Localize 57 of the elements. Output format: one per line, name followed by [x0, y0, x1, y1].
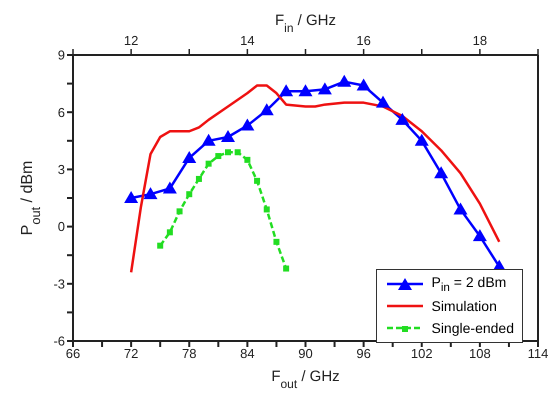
point — [472, 229, 487, 242]
point — [273, 238, 280, 245]
point — [395, 112, 410, 125]
point — [176, 208, 183, 214]
y-tick-label: 9 — [58, 48, 65, 63]
point — [240, 118, 254, 131]
x2-axis-title: F$_{in}$ / GHz — [274, 12, 336, 35]
point — [244, 156, 250, 163]
point — [166, 229, 173, 236]
x-tick-label: 66 — [66, 346, 80, 362]
x-tick-label: 114 — [528, 346, 548, 362]
point — [283, 266, 290, 272]
x2-tick-label: 12 — [124, 33, 138, 48]
legend-label: P$_{in}$ = 2 dBm — [431, 274, 506, 294]
point — [186, 191, 192, 198]
x-tick-label: 72 — [124, 346, 138, 362]
point — [162, 181, 177, 194]
x-tick-label: 90 — [298, 346, 313, 362]
point — [337, 74, 352, 87]
y-tick-label: 3 — [58, 162, 65, 178]
point — [157, 242, 164, 249]
x-tick-label: 84 — [240, 346, 255, 362]
point — [279, 84, 294, 96]
point — [202, 134, 216, 146]
y-tick-label: 6 — [58, 104, 65, 120]
point — [234, 149, 241, 156]
point — [356, 78, 371, 91]
y-tick-label: -3 — [53, 276, 65, 292]
x2-tick-label: 14 — [240, 33, 255, 48]
legend-label: Single-ended — [431, 320, 514, 336]
point — [264, 206, 270, 212]
x2-tick-label: 18 — [472, 33, 488, 48]
point — [206, 160, 212, 167]
legend-label: Simulation — [431, 298, 497, 314]
point — [144, 187, 158, 200]
point — [196, 176, 202, 182]
y-tick-label: -6 — [53, 334, 65, 349]
point — [182, 150, 196, 163]
x-tick-label: 108 — [469, 346, 491, 362]
point — [215, 153, 222, 160]
point — [225, 149, 231, 156]
point — [254, 178, 260, 184]
point — [376, 96, 390, 108]
point — [124, 191, 138, 203]
point — [434, 166, 448, 178]
point — [414, 134, 429, 146]
point — [298, 84, 312, 96]
point — [318, 82, 332, 94]
y-tick-label: 0 — [58, 219, 65, 234]
x-axis-title: F$_{out}$ / GHz — [271, 368, 340, 391]
x-tick-label: 78 — [182, 346, 196, 362]
point — [260, 103, 274, 116]
x2-tick-label: 16 — [356, 33, 371, 48]
x-tick-label: 96 — [356, 346, 371, 362]
point — [454, 202, 468, 214]
point — [221, 130, 235, 142]
x-tick-label: 102 — [410, 346, 433, 362]
